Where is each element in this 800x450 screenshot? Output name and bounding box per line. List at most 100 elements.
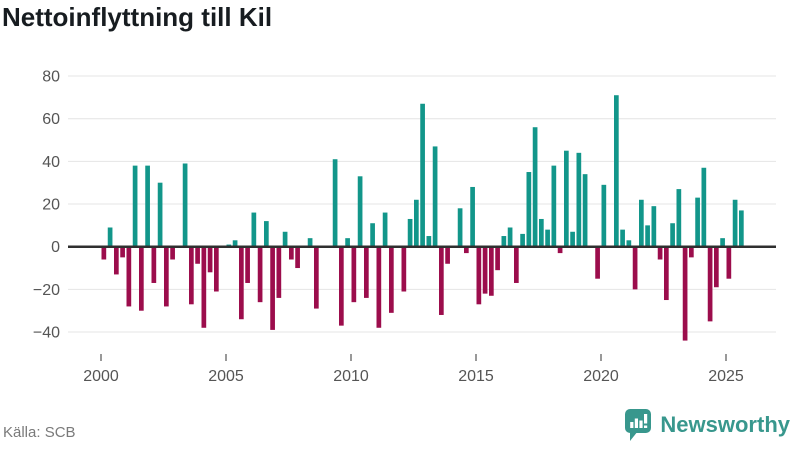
- bar-2004Q3: [214, 246, 219, 292]
- page-title: Nettoinflyttning till Kil: [2, 2, 273, 32]
- bar-2016Q1: [501, 236, 507, 247]
- bar-2013Q4: [445, 246, 450, 264]
- bar-2002Q4: [170, 246, 175, 260]
- x-tick-label: 2010: [333, 368, 369, 385]
- bar-2012Q2: [407, 218, 413, 247]
- bar-2012Q3: [414, 199, 419, 247]
- bar-2000Q1: [101, 246, 107, 260]
- bar-2007Q4: [295, 246, 300, 269]
- newsworthy-bubble-chart-icon: [625, 409, 652, 441]
- bar-2023Q2: [682, 246, 688, 341]
- bar-2002Q1: [151, 246, 157, 283]
- bar-2010Q4: [370, 223, 375, 247]
- bar-2001Q4: [145, 165, 150, 247]
- bar-2011Q3: [389, 246, 394, 313]
- bar-2024Q2: [707, 246, 713, 322]
- bar-2020Q1: [601, 184, 607, 247]
- x-tick-label: 2005: [208, 368, 244, 385]
- x-tick-label: 2015: [458, 368, 494, 385]
- bar-2024Q1: [701, 167, 707, 247]
- bar-2018Q4: [570, 231, 575, 247]
- bar-2009Q3: [339, 246, 344, 326]
- bar-2016Q4: [520, 233, 525, 247]
- bar-2010Q1: [351, 246, 357, 303]
- bar-2021Q2: [632, 246, 638, 290]
- bar-2024Q3: [714, 246, 719, 288]
- bar-2017Q1: [526, 172, 532, 247]
- bar-2013Q3: [439, 246, 444, 315]
- bar-chart: 80 60 40 20 0 −20 −40 2000 2005 2010 2015 2020 2025: [33, 69, 776, 385]
- bar-2005Q3: [239, 246, 244, 320]
- bar-2002Q2: [157, 182, 163, 247]
- bar-2001Q1: [126, 246, 132, 307]
- bar-2005Q2: [232, 240, 238, 247]
- bar-2001Q2: [132, 165, 138, 247]
- bar-2006Q2: [257, 246, 263, 303]
- bar-2021Q3: [639, 199, 644, 247]
- bar-2020Q4: [620, 229, 625, 247]
- bar-2009Q2: [332, 159, 338, 247]
- bar-2003Q3: [189, 246, 194, 305]
- y-tick-label: 0: [51, 239, 60, 256]
- x-tick-label: 2000: [83, 368, 119, 385]
- bar-2014Q4: [470, 186, 475, 247]
- bar-2022Q1: [651, 206, 657, 247]
- newsworthy-wordmark: Newsworthy: [660, 412, 790, 437]
- bar-2010Q2: [357, 176, 363, 247]
- bar-2024Q4: [720, 238, 725, 247]
- bar-2016Q2: [507, 227, 513, 247]
- bar-2015Q1: [476, 246, 482, 305]
- bar-2008Q3: [314, 246, 319, 309]
- newsworthy-logo: Newsworthy: [624, 408, 790, 442]
- x-tick-label: 2020: [583, 368, 619, 385]
- bar-2019Q1: [576, 152, 582, 247]
- bar-2004Q2: [207, 246, 213, 273]
- bar-2019Q4: [595, 246, 600, 279]
- bar-2006Q1: [251, 212, 257, 247]
- bar-2009Q4: [345, 238, 350, 247]
- bar-2012Q1: [401, 246, 407, 292]
- bar-2013Q2: [432, 146, 438, 247]
- bar-2006Q3: [264, 221, 269, 247]
- bar-2017Q4: [545, 229, 550, 247]
- bar-2000Q3: [114, 246, 119, 275]
- bar-2018Q3: [564, 150, 569, 247]
- bar-2025Q1: [726, 246, 732, 279]
- bar-2014Q2: [457, 208, 463, 247]
- bar-2008Q2: [307, 238, 313, 247]
- source-note: Källa: SCB: [3, 424, 76, 441]
- y-tick-label: 80: [42, 69, 60, 86]
- y-tick-label: 20: [42, 197, 60, 214]
- y-tick-label: −20: [33, 282, 60, 299]
- bar-2022Q3: [664, 246, 669, 301]
- bar-2007Q1: [276, 246, 282, 298]
- bar-2023Q1: [676, 189, 682, 247]
- y-tick-label: 60: [42, 111, 60, 128]
- bar-2022Q2: [657, 246, 663, 260]
- bar-2007Q2: [282, 231, 288, 247]
- bar-2011Q1: [376, 246, 382, 328]
- bar-2021Q4: [645, 225, 650, 247]
- bar-2003Q4: [195, 246, 200, 264]
- bar-2021Q1: [626, 240, 632, 247]
- bar-2005Q4: [245, 246, 250, 283]
- bar-2012Q4: [420, 103, 425, 247]
- bar-2014Q3: [464, 246, 469, 254]
- bar-2015Q2: [482, 246, 488, 294]
- bar-2023Q4: [695, 197, 700, 247]
- bar-2002Q3: [164, 246, 169, 307]
- y-tick-label: 40: [42, 154, 60, 171]
- bar-2017Q2: [532, 127, 538, 247]
- bar-2018Q2: [557, 246, 563, 254]
- bar-2006Q4: [270, 246, 275, 330]
- x-tick-label: 2025: [708, 368, 744, 385]
- bar-2000Q4: [120, 246, 125, 258]
- bar-2000Q2: [107, 227, 113, 247]
- bar-2018Q1: [551, 165, 557, 247]
- bar-2025Q3: [739, 210, 744, 247]
- bar-2001Q3: [139, 246, 144, 311]
- bar-2016Q3: [514, 246, 519, 283]
- bar-2020Q3: [614, 95, 619, 247]
- bar-2025Q2: [732, 199, 738, 247]
- bar-2015Q3: [489, 246, 494, 296]
